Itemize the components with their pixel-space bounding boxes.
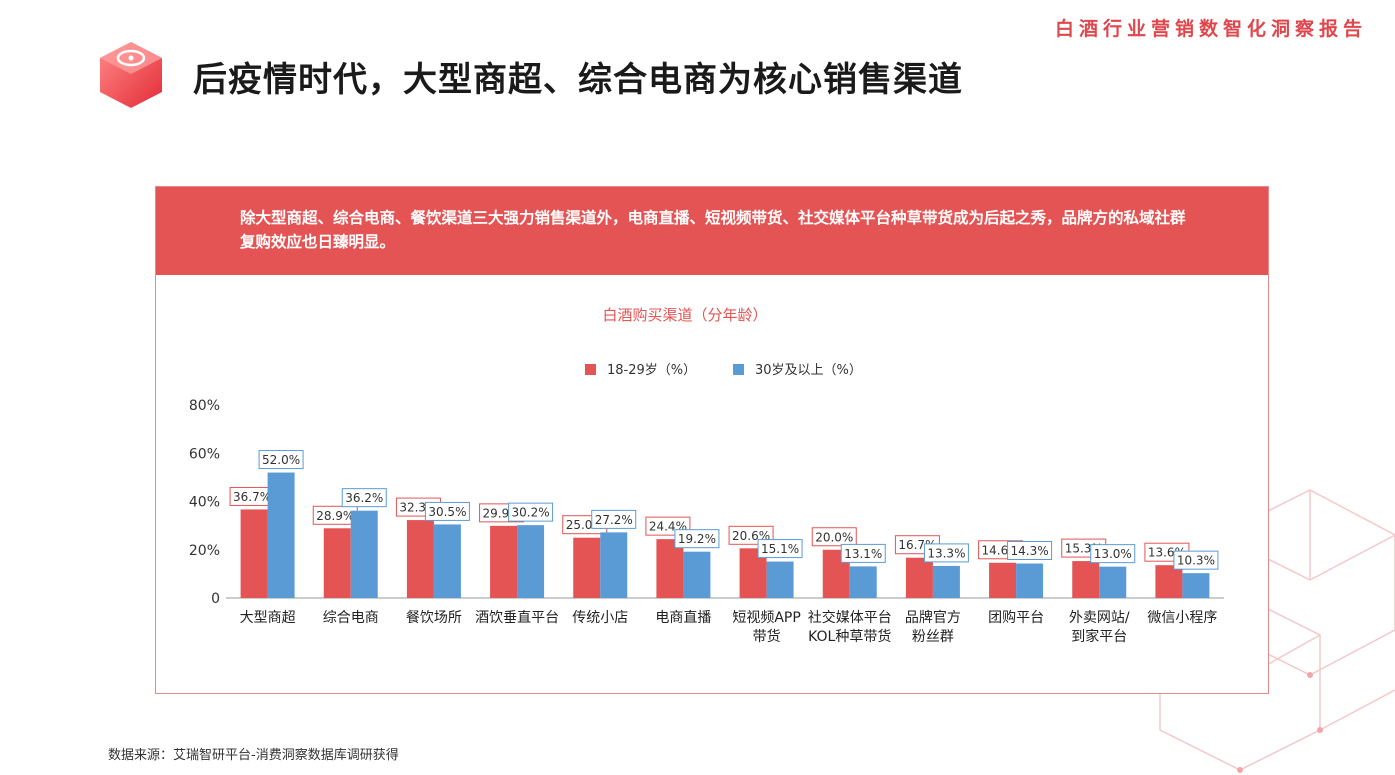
x-tick-label: 粉丝群 <box>912 629 954 645</box>
data-label-box <box>757 539 803 559</box>
chart-title: 白酒购买渠道（分年龄） <box>602 306 767 324</box>
data-label: 30.2% <box>512 506 550 520</box>
data-label-box <box>424 501 470 521</box>
data-label-box <box>1173 550 1219 570</box>
bar-young <box>656 539 684 598</box>
data-label: 19.2% <box>678 532 716 546</box>
data-label: 15.1% <box>761 542 799 556</box>
data-label-box <box>674 529 720 549</box>
bar-young <box>490 525 518 598</box>
data-label-box <box>1090 544 1136 564</box>
bar-young <box>240 509 268 598</box>
x-tick-label: 酒饮垂直平台 <box>475 609 559 626</box>
data-label-box <box>258 450 304 470</box>
bar-old <box>350 510 378 598</box>
bar-old <box>766 561 794 598</box>
x-tick-label: 餐饮场所 <box>406 610 462 626</box>
data-label-box <box>1007 541 1053 561</box>
bar-young <box>905 557 933 598</box>
data-label-box <box>508 502 554 522</box>
data-label: 36.2% <box>345 491 383 505</box>
x-tick-label: 传统小店 <box>572 610 628 626</box>
summary-text: 除大型商超、综合电商、餐饮渠道三大强力销售渠道外，电商直播、短视频带货、社交媒体… <box>240 209 1186 251</box>
x-tick-label: 微信小程序 <box>1147 610 1217 626</box>
bar-young <box>573 537 601 598</box>
bar-chart: 白酒购买渠道（分年龄） 18-29岁（%） 30岁及以上（%） 0 20% 40% 6… <box>189 306 1224 645</box>
report-tag: 白酒行业营销数智化洞察报告 <box>1054 18 1367 40</box>
brand-logo-icon <box>100 42 162 108</box>
x-tick-label: KOL种草带货 <box>808 628 891 645</box>
bar-old <box>683 551 711 598</box>
data-label-box <box>341 488 387 508</box>
bar-young <box>1072 561 1100 598</box>
data-label-box <box>840 543 886 563</box>
y-tick-label: 0 <box>211 591 220 607</box>
data-label-box <box>591 509 637 529</box>
bar-old <box>1016 563 1044 598</box>
x-tick-label: 品牌官方 <box>905 609 961 626</box>
x-tick-label: 社交媒体平台 <box>808 609 892 626</box>
y-tick-label: 20% <box>189 543 220 559</box>
data-label: 13.1% <box>844 547 882 561</box>
legend-label-old: 30岁及以上（%） <box>755 363 862 378</box>
x-tick-label: 综合电商 <box>323 610 379 626</box>
bar-old <box>1099 566 1127 598</box>
plot-area: 0 20% 40% 60% 80% 36.7% 52.0% 大型商超 28.9% 36.2% 综合电… <box>189 398 1224 645</box>
bar-young <box>1155 565 1183 598</box>
x-tick-label: 大型商超 <box>240 610 296 626</box>
data-label: 13.0% <box>1094 547 1132 561</box>
page-title: 后疫情时代，大型商超、综合电商为核心销售渠道 <box>193 60 963 100</box>
bar-old <box>517 525 545 598</box>
source-note: 数据来源：艾瑞智研平台-消费洞察数据库调研获得 <box>108 748 399 763</box>
legend-swatch-young <box>585 364 596 375</box>
data-label: 30.5% <box>428 505 466 519</box>
legend-swatch-old <box>733 364 744 375</box>
bar-old <box>267 472 295 598</box>
bar-old <box>849 566 877 598</box>
bar-old <box>932 565 960 598</box>
data-label: 20.0% <box>815 530 853 544</box>
bar-young <box>406 520 434 598</box>
legend-label-young: 18-29岁（%） <box>607 363 696 378</box>
data-label: 36.7% <box>233 490 271 504</box>
data-label: 13.3% <box>927 546 965 560</box>
y-tick-label: 40% <box>189 495 220 511</box>
data-label: 28.9% <box>316 509 354 523</box>
data-label: 27.2% <box>595 513 633 527</box>
bar-old <box>600 532 628 598</box>
bar-young <box>989 562 1017 598</box>
data-label-box <box>811 527 857 547</box>
summary-banner: 除大型商超、综合电商、餐饮渠道三大强力销售渠道外，电商直播、短视频带货、社交媒体… <box>156 187 1268 275</box>
x-tick-label: 带货 <box>753 628 781 645</box>
x-tick-label: 短视频APP <box>732 610 800 626</box>
data-label: 14.3% <box>1011 544 1049 558</box>
data-label: 52.0% <box>262 453 300 467</box>
data-label-box <box>923 543 969 563</box>
x-tick-label: 团购平台 <box>988 610 1044 626</box>
x-tick-label: 到家平台 <box>1071 628 1127 645</box>
bar-old <box>433 524 461 598</box>
bar-old <box>1182 573 1210 598</box>
data-label: 10.3% <box>1177 554 1215 568</box>
y-tick-label: 80% <box>189 398 220 414</box>
x-tick-label: 外卖网站/ <box>1069 610 1130 626</box>
chart-panel: 除大型商超、综合电商、餐饮渠道三大强力销售渠道外，电商直播、短视频带货、社交媒体… <box>155 186 1269 694</box>
bar-young <box>323 528 351 598</box>
y-tick-label: 60% <box>189 446 220 462</box>
x-tick-label: 电商直播 <box>655 609 711 626</box>
